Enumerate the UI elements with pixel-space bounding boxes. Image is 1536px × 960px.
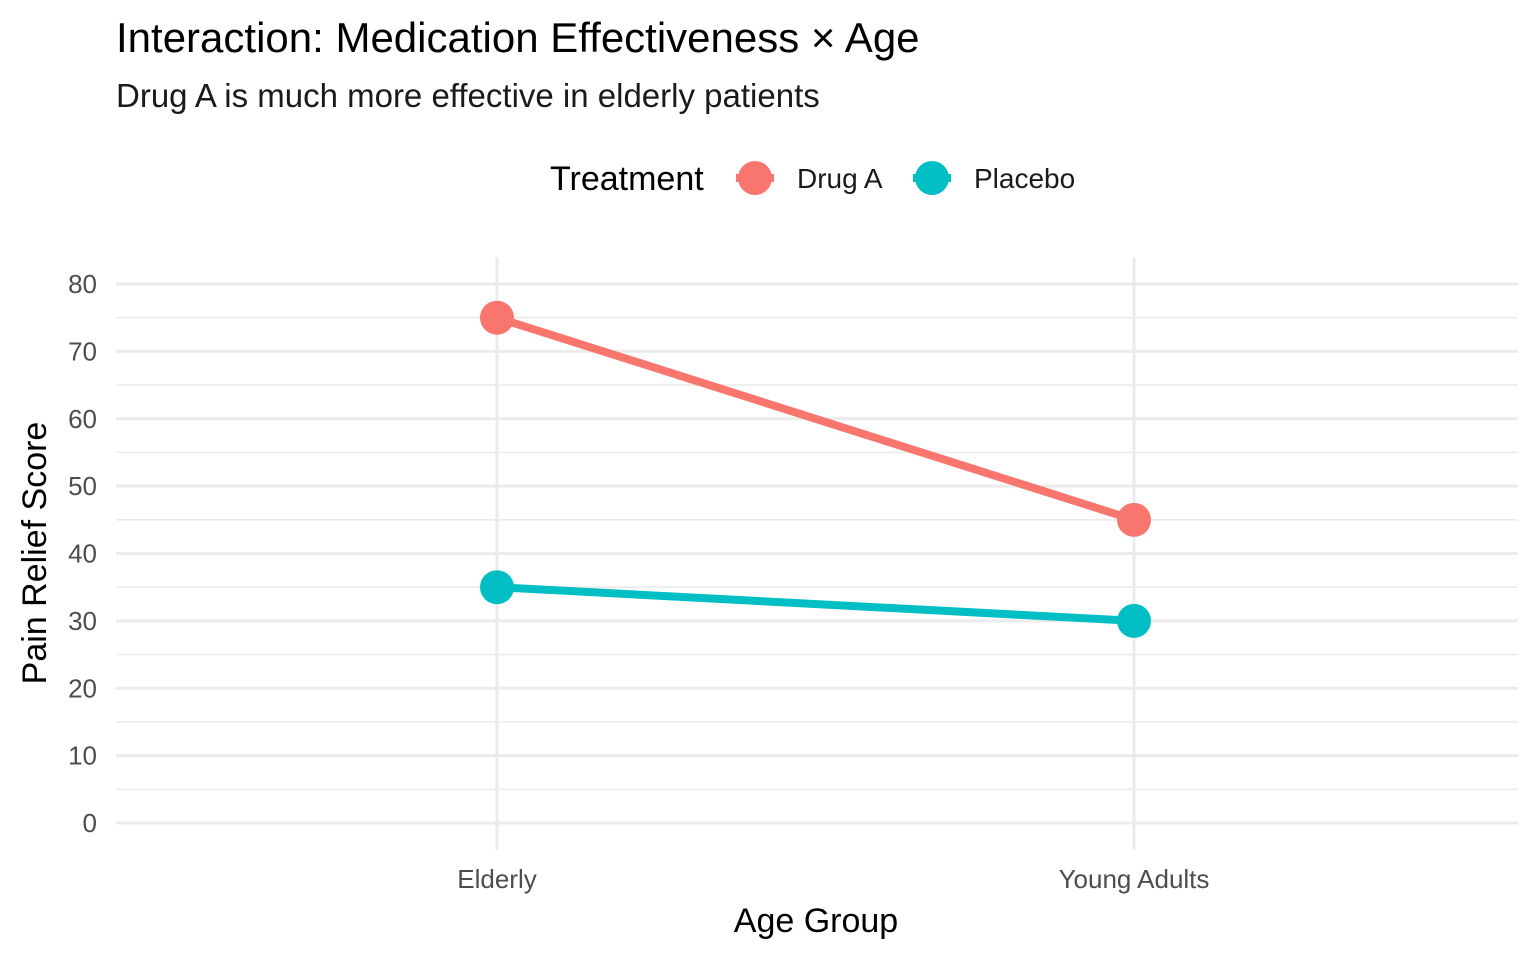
grid [116, 257, 1518, 850]
y-tick-label: 10 [68, 741, 97, 771]
series-layer [480, 300, 1151, 638]
data-point [1117, 502, 1151, 537]
legend-title: Treatment [550, 160, 704, 198]
data-point [1117, 603, 1151, 638]
series-line [495, 313, 1136, 524]
y-axis-title: Pain Relief Score [16, 422, 54, 685]
legend: Treatment Drug A Placebo [550, 160, 1075, 198]
y-tick-label: 60 [68, 404, 97, 434]
x-tick-label: Young Adults [1059, 864, 1210, 894]
chart-subtitle: Drug A is much more effective in elderly… [116, 77, 820, 114]
data-point [480, 570, 514, 605]
x-axis-title: Age Group [734, 902, 898, 940]
y-tick-label: 0 [83, 808, 97, 838]
y-tick-label: 50 [68, 471, 97, 501]
legend-key-point [915, 161, 949, 195]
legend-key-point [738, 161, 772, 195]
chart-title: Interaction: Medication Effectiveness × … [116, 14, 920, 61]
y-tick-label: 30 [68, 606, 97, 636]
x-axis-ticks: Elderly Young Adults [457, 864, 1209, 894]
data-point [480, 300, 514, 335]
y-tick-label: 70 [68, 336, 97, 366]
y-tick-label: 80 [68, 269, 97, 299]
y-tick-label: 40 [68, 539, 97, 569]
y-tick-label: 20 [68, 673, 97, 703]
y-axis-ticks: 0 10 20 30 40 50 60 70 80 [68, 269, 97, 838]
x-tick-label: Elderly [457, 864, 536, 894]
series-line [496, 583, 1135, 625]
legend-label: Drug A [797, 163, 883, 194]
legend-label: Placebo [974, 163, 1075, 194]
